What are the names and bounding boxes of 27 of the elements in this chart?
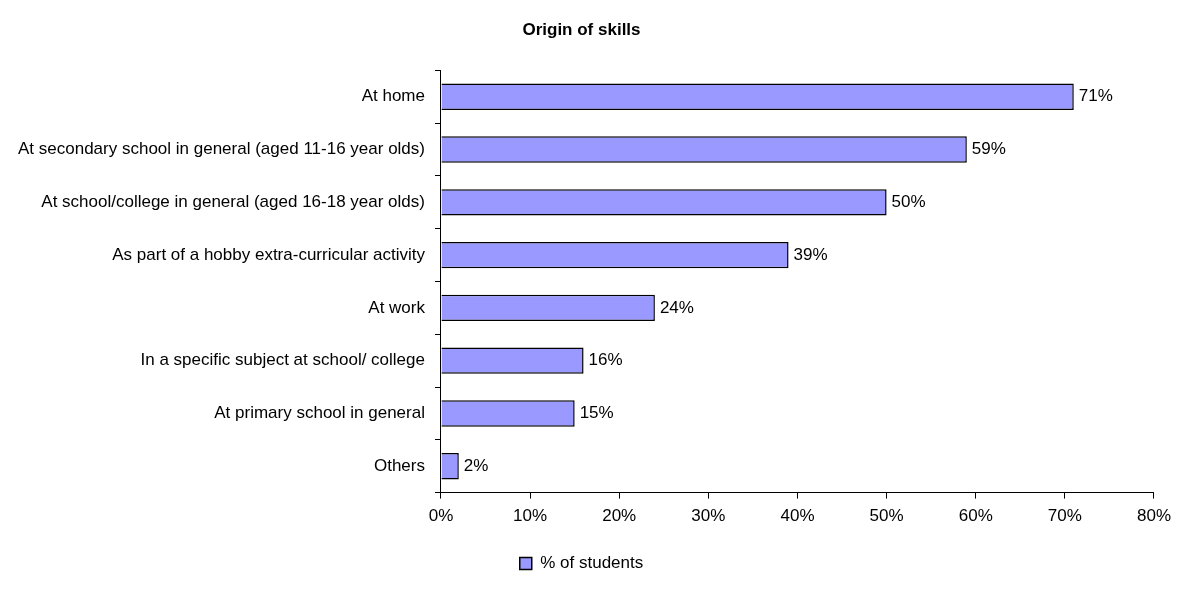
data-label: 2% bbox=[463, 455, 489, 475]
y-tick-label: At work bbox=[368, 297, 426, 317]
chart-title: Origin of skills bbox=[522, 19, 641, 39]
y-tick-label: Others bbox=[373, 455, 425, 475]
data-label: 50% bbox=[891, 192, 926, 212]
data-label: 39% bbox=[793, 244, 828, 264]
y-tick-label: In a specific subject at school/ college bbox=[140, 350, 425, 370]
y-tick-label: As part of a hobby extra-curricular activity bbox=[112, 244, 426, 264]
x-tick-label: 60% bbox=[958, 506, 993, 526]
x-tick-label: 40% bbox=[780, 506, 815, 526]
data-label: 16% bbox=[588, 350, 623, 370]
y-tick-label: At secondary school in general (aged 11-16 year olds) bbox=[17, 139, 425, 159]
data-label: 15% bbox=[579, 403, 614, 423]
x-tick-label: 50% bbox=[869, 506, 904, 526]
x-tick-label: 30% bbox=[691, 506, 726, 526]
x-tick-label: 10% bbox=[513, 506, 548, 526]
y-tick-label: At primary school in general bbox=[214, 403, 425, 423]
x-tick-label: 70% bbox=[1047, 506, 1082, 526]
data-label: 71% bbox=[1078, 86, 1113, 106]
x-tick-label: 20% bbox=[602, 506, 637, 526]
y-tick-label: At home bbox=[361, 86, 425, 106]
x-tick-label: 0% bbox=[428, 506, 454, 526]
data-label: 24% bbox=[659, 297, 694, 317]
data-label: 59% bbox=[971, 139, 1006, 159]
legend-label: % of students bbox=[540, 553, 644, 573]
x-tick-label: 80% bbox=[1136, 506, 1171, 526]
y-tick-label: At school/college in general (aged 16-18 year olds) bbox=[41, 192, 425, 212]
